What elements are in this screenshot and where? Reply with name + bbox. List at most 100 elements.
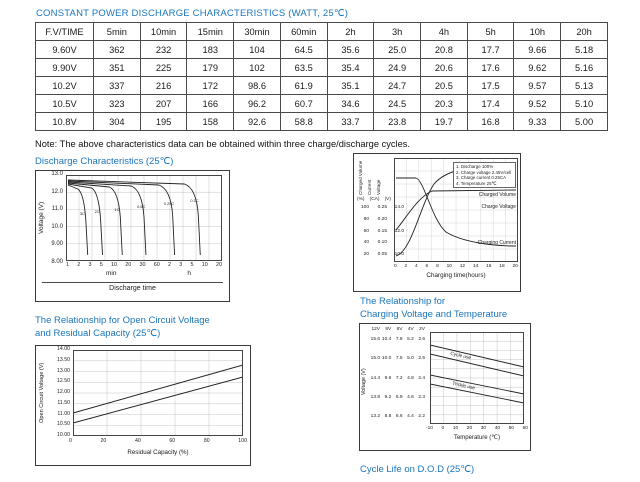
scale-value: 13.2 — [370, 414, 380, 419]
x-tick-label: 16 — [486, 264, 492, 269]
watt-value-cell: 23.8 — [373, 112, 422, 131]
watt-value-cell: 9.57 — [513, 76, 562, 95]
column-header: 5min — [93, 22, 141, 41]
axis-name-label: Current — [367, 179, 372, 195]
section-title-cycle-life: Cycle Life on D.O.D (25℃) — [360, 464, 475, 475]
left-axis-labels: Charged Volume Current Voltage — [358, 157, 381, 195]
watt-value-cell: 64.5 — [279, 40, 328, 59]
grid-lines — [394, 158, 518, 262]
watt-value-cell: 20.8 — [420, 40, 468, 59]
scale-value: 2.4 — [418, 375, 425, 381]
watt-value-cell: 96.2 — [233, 94, 281, 113]
scale-value: 4.4 — [407, 414, 414, 419]
x-tick-label: 20 — [125, 262, 132, 268]
current-scale: 0.25 0.20 0.15 0.10 0.05 — [372, 205, 387, 257]
current-tick-label: 0.20 — [377, 216, 387, 222]
volume-tick-label: 60 — [363, 228, 369, 234]
x-axis-unit-groups: min h — [66, 270, 222, 277]
legend-line: 4. Temperature 25℃ — [456, 180, 497, 186]
scale-value: 10.0 — [381, 356, 392, 362]
y-tick-label: 11.0 — [51, 206, 63, 213]
voltage-column-header: 8V — [385, 327, 392, 332]
x-tick-label: 5 — [99, 262, 103, 268]
axis-unit-label: (CA) — [369, 197, 380, 202]
voltage-bands — [430, 344, 524, 404]
note-text: Note: The above characteristics data can… — [35, 139, 411, 149]
y-tick-label: 14.00 — [57, 346, 70, 352]
y-tick-label: 13.00 — [57, 367, 70, 374]
y-tick-label: 8.00 — [51, 258, 63, 265]
final-voltage-cell: 10.2V — [35, 76, 94, 95]
table-body: 9.60V 362 232 183 104 64.5 35.6 25.0 20.8 17.7 9.6… — [35, 40, 608, 131]
x-tick-label: 10 — [111, 262, 117, 268]
axis-divider — [42, 282, 223, 283]
watt-value-cell: 25.0 — [373, 40, 422, 59]
ocv-lines — [73, 364, 243, 424]
watt-value-cell: 9.62 — [513, 58, 562, 77]
watt-value-cell: 5.10 — [560, 94, 608, 113]
watt-value-cell: 92.6 — [233, 112, 281, 131]
column-header: 3h — [373, 22, 422, 41]
scale-value: 14.4 — [370, 375, 380, 381]
table-row: 9.90V 351 225 179 102 63.5 35.4 24.9 20.6 17.6 9.6… — [35, 58, 608, 77]
minutes-group-label: min — [105, 270, 117, 277]
x-tick-label: 60 — [522, 426, 528, 431]
section-title-line: The Relationship for — [360, 296, 446, 307]
watt-value-cell: 102 — [233, 58, 281, 77]
axis-unit-label: (%) — [357, 197, 365, 202]
charging-voltage-plot — [430, 332, 524, 424]
ocv-residual-capacity-chart: Open Circuit Voltage (V) 14.00 13.50 13.00… — [35, 345, 251, 466]
voltage-column-header: 6V — [396, 327, 403, 332]
hours-group-label: h — [187, 270, 192, 277]
x-tick-label: 2 — [168, 262, 171, 268]
scale-value: 2.2 — [418, 414, 425, 419]
volume-scale: 100 80 60 40 20 — [357, 205, 369, 257]
x-axis-title: Charging time(hours) — [426, 272, 486, 279]
x-tick-label: 14 — [472, 264, 479, 269]
discharge-curves — [67, 179, 201, 256]
watt-value-cell: 216 — [139, 76, 188, 95]
battery-voltage-headers: 12V 8V 6V 4V 2V — [369, 327, 425, 332]
x-tick-label: 60 — [153, 262, 160, 268]
legend-line: 1. Discharge 100% — [456, 164, 494, 169]
x-axis-ticks: -10 0 10 20 30 40 50 60 — [426, 426, 528, 431]
scale-row: 15.6 10.4 7.8 5.2 2.6 — [369, 337, 425, 342]
x-tick-label: 40 — [494, 426, 501, 431]
voltage-tick-label: 12.0 — [394, 228, 404, 234]
x-tick-label: 18 — [499, 264, 505, 269]
x-tick-label: 0 — [394, 264, 397, 269]
y-axis-ticks: 13.0 12.0 11.0 10.0 9.00 8.00 — [46, 171, 63, 265]
table-row: 10.5V 323 207 166 96.2 60.7 34.6 24.5 20.3 17.4 9.… — [35, 94, 608, 113]
x-tick-label: 3 — [179, 262, 183, 268]
final-voltage-cell: 10.8V — [35, 112, 94, 131]
watt-value-cell: 9.52 — [513, 94, 562, 113]
x-tick-label: 10 — [201, 262, 208, 268]
section-title-charging: The Relationship for Charging Voltage an… — [360, 295, 507, 321]
scale-value: 4.6 — [407, 394, 414, 400]
watt-value-cell: 60.7 — [279, 94, 328, 113]
y-tick-label: 11.50 — [57, 399, 70, 406]
charged-volume-label: Charged Volume — [478, 192, 516, 198]
watt-value-cell: 232 — [139, 40, 188, 59]
x-tick-label: 4 — [415, 264, 418, 269]
scale-value: 7.2 — [395, 375, 403, 381]
table-row: 10.2V 337 216 172 98.6 61.9 35.1 24.7 20.5 17.5 9.… — [35, 76, 608, 95]
scale-row: 13.8 9.2 6.9 4.6 2.3 — [369, 395, 425, 400]
x-tick-label: 5 — [190, 262, 194, 268]
x-tick-label: 20 — [100, 438, 107, 444]
voltage-column-header: 2V — [419, 327, 425, 332]
axis-name-label: Voltage — [376, 179, 381, 195]
voltage-column-header: 4V — [407, 327, 414, 332]
scale-value: 5.0 — [407, 356, 414, 362]
x-tick-label: 10 — [452, 426, 459, 431]
watt-value-cell: 158 — [186, 112, 235, 131]
column-header: 20h — [560, 22, 608, 41]
x-axis-ticks: 1 2 3 5 10 20 30 60 2 3 5 10 20 — [66, 262, 222, 268]
grid-lines — [73, 350, 243, 436]
x-tick-label: 2 — [404, 264, 408, 269]
voltage-column-header: 12V — [371, 327, 380, 332]
watt-value-cell: 17.4 — [466, 94, 515, 113]
y-tick-label: 10.0 — [51, 223, 63, 230]
table-header-row: F.V/TIME 5min 10min 15min 30min 60min 2h 3h 4h 5h… — [35, 22, 608, 41]
watt-value-cell: 24.5 — [373, 94, 422, 113]
